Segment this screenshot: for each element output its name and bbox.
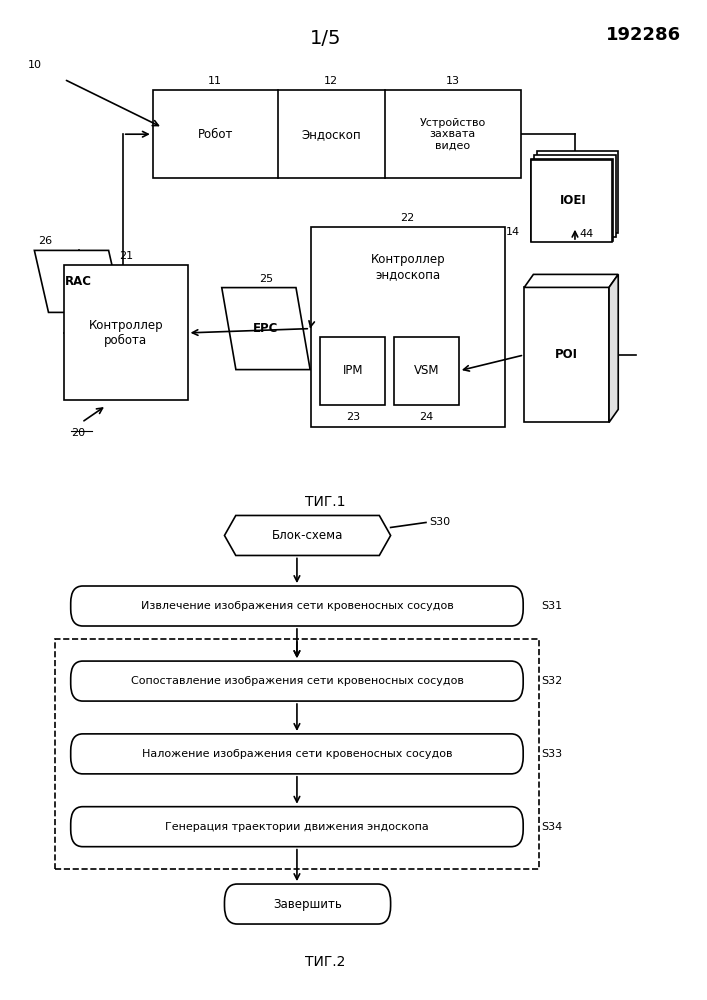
- FancyBboxPatch shape: [225, 884, 390, 924]
- Text: ΤИГ.1: ΤИГ.1: [305, 495, 346, 509]
- Text: S31: S31: [541, 601, 562, 611]
- Text: Завершить: Завершить: [273, 898, 342, 911]
- Bar: [537, 151, 619, 233]
- Text: Сопоставление изображения сети кровеносных сосудов: Сопоставление изображения сети кровеносн…: [131, 676, 463, 686]
- FancyBboxPatch shape: [71, 661, 523, 701]
- Bar: [55, 639, 539, 869]
- Bar: [310, 227, 505, 427]
- Text: VSM: VSM: [414, 364, 439, 377]
- Polygon shape: [225, 515, 390, 555]
- Text: RAC: RAC: [65, 275, 92, 288]
- Text: 44: 44: [580, 229, 594, 239]
- Text: 11: 11: [209, 76, 222, 86]
- Bar: [534, 155, 616, 237]
- Text: POI: POI: [555, 348, 578, 361]
- Polygon shape: [609, 274, 618, 422]
- Text: Контроллер
эндоскопа: Контроллер эндоскопа: [370, 253, 445, 281]
- Bar: [531, 160, 612, 242]
- Text: S32: S32: [541, 676, 562, 686]
- Text: Робот: Робот: [198, 128, 233, 141]
- Text: Устройство
захвата
видео: Устройство захвата видео: [420, 118, 486, 151]
- Text: 12: 12: [325, 76, 339, 86]
- Text: EPC: EPC: [253, 322, 279, 335]
- Polygon shape: [524, 274, 618, 287]
- Text: ΤИГ.2: ΤИГ.2: [305, 955, 346, 969]
- Bar: [394, 337, 459, 405]
- Text: 192286: 192286: [606, 26, 681, 44]
- Text: S33: S33: [541, 749, 562, 759]
- Text: Наложение изображения сети кровеносных сосудов: Наложение изображения сети кровеносных с…: [141, 749, 452, 759]
- Text: 20: 20: [71, 428, 85, 438]
- Bar: [320, 337, 385, 405]
- Text: Эндоскоп: Эндоскоп: [301, 128, 361, 141]
- Polygon shape: [222, 288, 310, 370]
- Text: Извлечение изображения сети кровеносных сосудов: Извлечение изображения сети кровеносных …: [141, 601, 453, 611]
- Text: 22: 22: [401, 213, 415, 223]
- Text: 13: 13: [446, 76, 460, 86]
- Text: 24: 24: [419, 412, 433, 422]
- Bar: [524, 287, 609, 422]
- Text: 10: 10: [28, 60, 42, 70]
- FancyBboxPatch shape: [71, 807, 523, 847]
- Text: Генерация траектории движения эндоскопа: Генерация траектории движения эндоскопа: [165, 822, 429, 832]
- Text: S34: S34: [541, 822, 562, 832]
- Bar: [153, 90, 521, 178]
- Text: Контроллер
робота: Контроллер робота: [88, 319, 163, 347]
- Text: IOEI: IOEI: [560, 194, 587, 208]
- Text: 26: 26: [38, 236, 52, 246]
- Text: 23: 23: [346, 412, 360, 422]
- Text: Блок-схема: Блок-схема: [272, 529, 343, 542]
- Bar: [532, 159, 613, 241]
- Text: S30: S30: [430, 517, 450, 527]
- Text: 21: 21: [119, 251, 133, 261]
- Bar: [64, 265, 187, 400]
- Text: 25: 25: [259, 274, 273, 284]
- FancyBboxPatch shape: [71, 586, 523, 626]
- Polygon shape: [35, 250, 123, 312]
- FancyBboxPatch shape: [71, 734, 523, 774]
- Text: IPM: IPM: [343, 364, 363, 377]
- Text: 14: 14: [506, 227, 520, 237]
- Text: 1/5: 1/5: [310, 28, 341, 47]
